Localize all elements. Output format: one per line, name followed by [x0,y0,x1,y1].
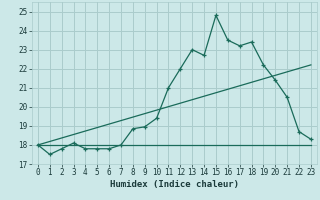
X-axis label: Humidex (Indice chaleur): Humidex (Indice chaleur) [110,180,239,189]
